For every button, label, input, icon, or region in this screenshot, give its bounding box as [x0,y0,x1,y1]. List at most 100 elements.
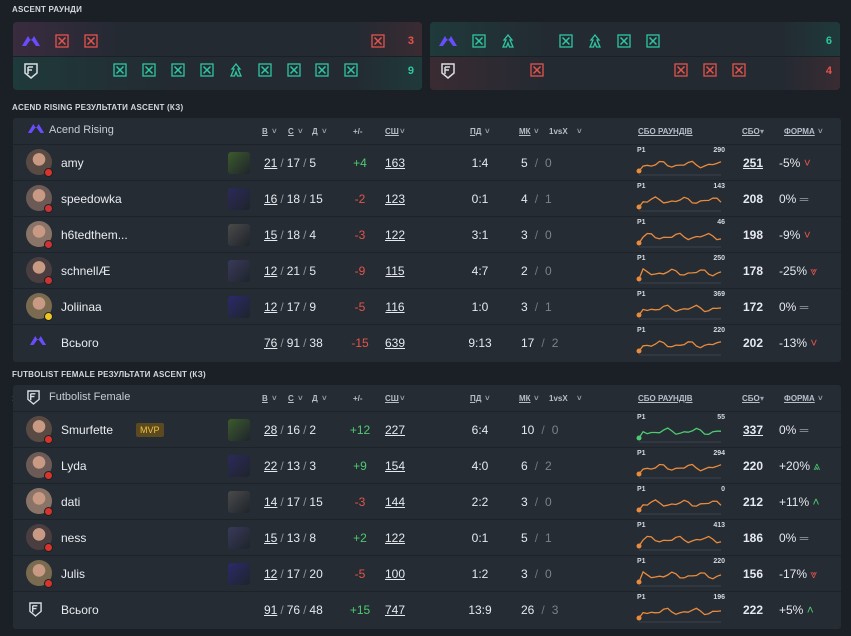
plus-minus: +2 [353,531,367,545]
col-header-d[interactable]: С [288,394,294,403]
multikills-clutches: 3/0 [521,495,552,509]
col-header-fkfd[interactable]: ПД [470,127,482,136]
elimination-round-icon[interactable] [617,34,631,48]
sort-chevron-icon[interactable]: ˅ [485,127,490,136]
round-rating-sparkline[interactable] [635,450,725,482]
total-row[interactable]: Всього 76/91/38 -15 639 9:13 17/2 P1 220 202 -13%… [13,324,841,360]
elimination-round-icon[interactable] [142,63,156,77]
sort-chevron-icon[interactable]: ▾ [760,127,765,136]
elimination-round-icon[interactable] [55,34,69,48]
round-rating-sparkline[interactable] [635,291,725,323]
player-row[interactable]: Joliinaa 12/17/9 -5 116 1:0 3/1 P1 369 172 0% ═ [13,288,841,324]
player-name[interactable]: h6tedthem... [61,228,128,242]
col-header-a[interactable]: Д [312,394,318,403]
col-header-a[interactable]: Д [312,127,318,136]
round-rating-sparkline[interactable] [635,327,725,359]
player-row[interactable]: dati 14/17/15 -3 144 2:2 3/0 P1 0 212 +11% ˄ [13,483,841,519]
elimination-round-icon[interactable] [113,63,127,77]
col-header-clutch[interactable]: 1vsX [549,394,568,403]
defuse-round-icon[interactable] [229,62,243,77]
total-row[interactable]: Всього 91/76/48 +15 747 13:9 26/3 P1 196 222 +5% … [13,591,841,627]
elimination-round-icon[interactable] [200,63,214,77]
elimination-round-icon[interactable] [315,63,329,77]
elimination-round-icon[interactable] [171,63,185,77]
player-name[interactable]: dati [61,495,81,509]
sort-chevron-icon[interactable]: ˅ [322,394,327,403]
round-rating-sparkline[interactable] [635,147,725,179]
round-rating-sparkline[interactable] [635,183,725,215]
sort-chevron-icon[interactable]: ˅ [818,127,823,136]
col-header-d[interactable]: С [288,127,294,136]
round-rating-sparkline[interactable] [635,255,725,287]
round-rating-sparkline[interactable] [635,486,725,518]
player-name[interactable]: Julis [61,567,86,581]
player-name[interactable]: speedowka [61,192,122,206]
elimination-round-icon[interactable] [530,63,544,77]
sort-chevron-icon[interactable]: ˅ [298,394,303,403]
elimination-round-icon[interactable] [84,34,98,48]
sort-chevron-icon[interactable]: ˅ [400,394,405,403]
col-header-acs[interactable]: СШ [385,127,399,136]
elimination-round-icon[interactable] [287,63,301,77]
player-row[interactable]: schnellÆ 12/21/5 -9 115 4:7 2/0 P1 250 178 -25% ⩔ [13,252,841,288]
player-name[interactable]: Smurfette [61,423,114,437]
col-header-sbo_rounds[interactable]: СБО РАУНДІВ [638,127,693,136]
elimination-round-icon[interactable] [472,34,486,48]
col-header-fkfd[interactable]: ПД [470,394,482,403]
elimination-round-icon[interactable] [559,34,573,48]
player-row[interactable]: Julis 12/17/20 -5 100 1:2 3/0 P1 220 156 -17% ⩔ [13,555,841,591]
player-name[interactable]: amy [61,156,84,170]
elimination-round-icon[interactable] [703,63,717,77]
sort-chevron-icon[interactable]: ▾ [760,394,765,403]
elimination-round-icon[interactable] [371,34,385,48]
col-header-k[interactable]: В [262,394,268,403]
sort-chevron-icon[interactable]: ˅ [818,394,823,403]
player-name[interactable]: schnellÆ [61,264,111,278]
player-row[interactable]: speedowka 16/18/15 -2 123 0:1 4/1 P1 143 208 0% ═ [13,180,841,216]
col-header-clutch[interactable]: 1vsX [549,127,568,136]
elimination-round-icon[interactable] [258,63,272,77]
col-header-mk[interactable]: МК [519,127,531,136]
sort-chevron-icon[interactable]: ˅ [534,127,539,136]
elimination-round-icon[interactable] [674,63,688,77]
col-header-form[interactable]: ФОРМА [784,127,815,136]
col-header-pm[interactable]: +/- [353,394,363,403]
col-header-pm[interactable]: +/- [353,127,363,136]
sort-chevron-icon[interactable]: ˅ [272,127,277,136]
col-header-sbo_rounds[interactable]: СБО РАУНДІВ [638,394,693,403]
defuse-round-icon[interactable] [588,33,602,48]
sort-chevron-icon[interactable]: ˅ [577,127,582,136]
sort-chevron-icon[interactable]: ˅ [400,127,405,136]
team-logo-icon [29,602,42,620]
half1-teamB-row: 9 [13,56,422,86]
sort-chevron-icon[interactable]: ˅ [534,394,539,403]
player-name[interactable]: Lyda [61,459,87,473]
player-row[interactable]: Smurfette MVP 28/16/2 +12 227 6:4 10/0 P1 55 337 0… [13,411,841,447]
col-header-k[interactable]: В [262,127,268,136]
player-row[interactable]: Lyda 22/13/3 +9 154 4:0 6/2 P1 294 220 +20% ⩓ [13,447,841,483]
defuse-round-icon[interactable] [501,33,515,48]
round-rating-sparkline[interactable] [635,594,725,626]
round-rating-sparkline[interactable] [635,219,725,251]
sort-chevron-icon[interactable]: ˅ [298,127,303,136]
player-row[interactable]: ness 15/13/8 +2 122 0:1 5/1 P1 413 186 0% ═ [13,519,841,555]
round-rating-sparkline[interactable] [635,522,725,554]
player-name[interactable]: ness [61,531,87,545]
player-row[interactable]: h6tedthem... 15/18/4 -3 122 3:1 3/0 P1 46 198 -9%… [13,216,841,252]
elimination-round-icon[interactable] [646,34,660,48]
col-header-acs[interactable]: СШ [385,394,399,403]
sort-chevron-icon[interactable]: ˅ [272,394,277,403]
col-header-sbo[interactable]: СБО [742,127,760,136]
elimination-round-icon[interactable] [344,63,358,77]
col-header-form[interactable]: ФОРМА [784,394,815,403]
sort-chevron-icon[interactable]: ˅ [577,394,582,403]
round-rating-sparkline[interactable] [635,414,725,446]
sort-chevron-icon[interactable]: ˅ [485,394,490,403]
col-header-sbo[interactable]: СБО [742,394,760,403]
player-row[interactable]: amy 21/17/5 +4 163 1:4 5/0 P1 290 251 -5% ˅ [13,144,841,180]
sort-chevron-icon[interactable]: ˅ [322,127,327,136]
player-name[interactable]: Joliinaa [61,300,102,314]
elimination-round-icon[interactable] [732,63,746,77]
round-rating-sparkline[interactable] [635,558,725,590]
col-header-mk[interactable]: МК [519,394,531,403]
